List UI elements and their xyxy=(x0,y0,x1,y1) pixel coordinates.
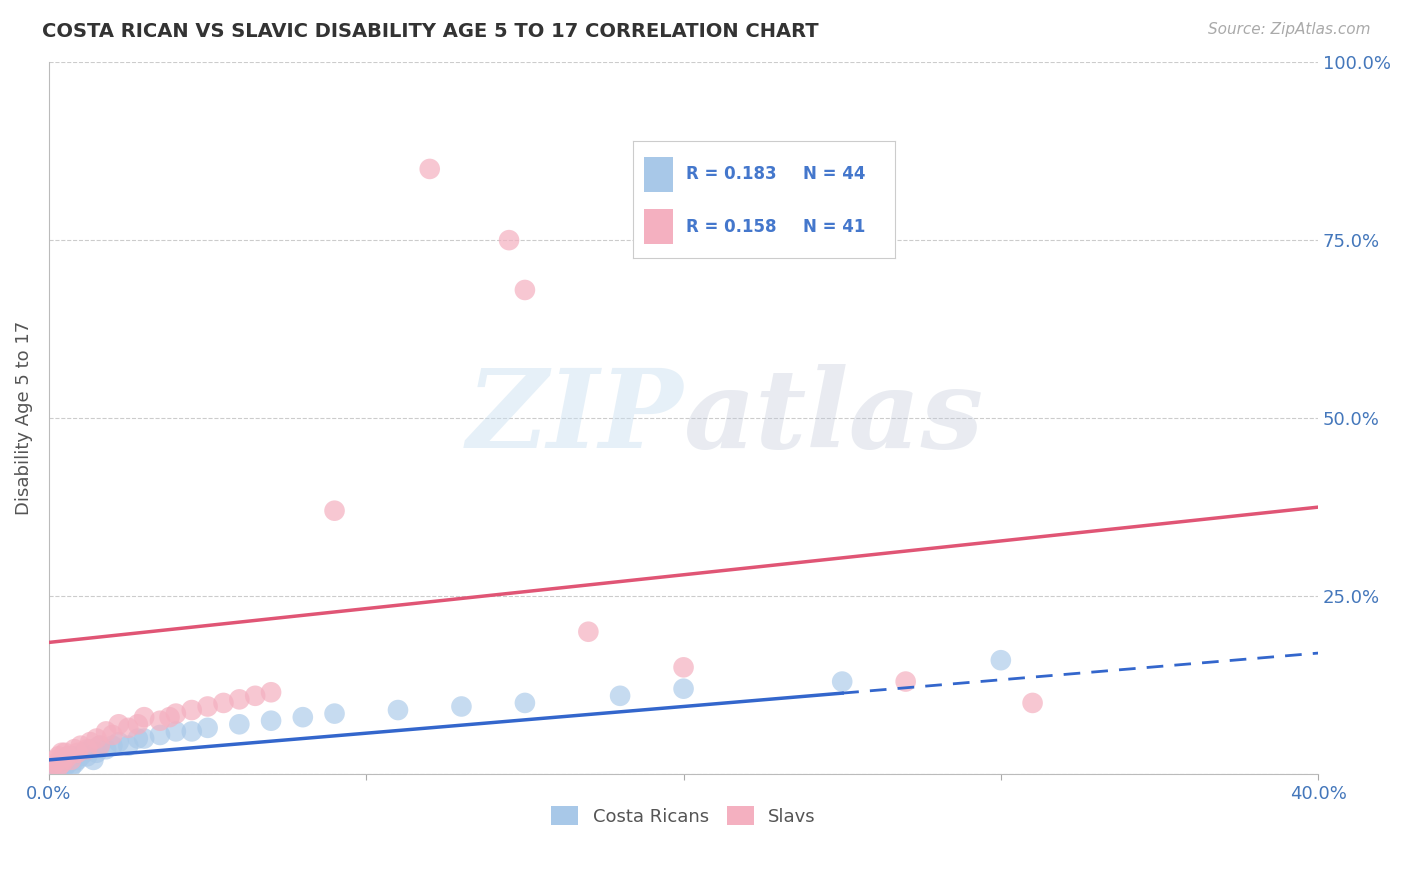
Point xyxy=(323,706,346,721)
Point xyxy=(53,753,76,767)
Point xyxy=(127,717,149,731)
Point xyxy=(149,728,172,742)
Point xyxy=(51,760,73,774)
Point xyxy=(69,739,91,753)
Y-axis label: Disability Age 5 to 17: Disability Age 5 to 17 xyxy=(15,321,32,516)
Point xyxy=(419,161,441,176)
Point xyxy=(41,760,63,774)
Point xyxy=(41,764,63,778)
Point xyxy=(260,685,283,699)
Point xyxy=(66,746,89,760)
Point xyxy=(101,739,124,753)
Point xyxy=(69,749,91,764)
Point xyxy=(51,756,73,771)
Point xyxy=(197,699,219,714)
Point xyxy=(51,753,73,767)
FancyBboxPatch shape xyxy=(644,209,672,244)
Point xyxy=(117,739,139,753)
Point xyxy=(44,760,66,774)
Point xyxy=(101,728,124,742)
Text: N = 41: N = 41 xyxy=(803,218,866,235)
Point xyxy=(134,710,156,724)
Point xyxy=(76,749,98,764)
Point xyxy=(260,714,283,728)
Point xyxy=(94,742,117,756)
Point xyxy=(48,756,70,771)
Point xyxy=(48,749,70,764)
Text: ZIP: ZIP xyxy=(467,365,683,472)
Text: R = 0.158: R = 0.158 xyxy=(686,218,776,235)
Point xyxy=(60,760,83,774)
Point xyxy=(576,624,599,639)
Point xyxy=(60,753,83,767)
Text: Source: ZipAtlas.com: Source: ZipAtlas.com xyxy=(1208,22,1371,37)
Point xyxy=(60,753,83,767)
Point xyxy=(107,717,129,731)
Point xyxy=(56,756,79,771)
Point xyxy=(56,749,79,764)
Point xyxy=(149,714,172,728)
Point xyxy=(228,717,250,731)
Point xyxy=(63,742,86,756)
Point xyxy=(44,753,66,767)
Point xyxy=(1021,696,1043,710)
Point xyxy=(82,753,104,767)
Point xyxy=(89,739,111,753)
Point xyxy=(291,710,314,724)
Point xyxy=(44,756,66,771)
Point xyxy=(245,689,267,703)
Point xyxy=(212,696,235,710)
Point xyxy=(180,724,202,739)
Point xyxy=(323,504,346,518)
Point xyxy=(513,283,536,297)
Point xyxy=(197,721,219,735)
Point xyxy=(672,681,695,696)
Point xyxy=(513,696,536,710)
Point xyxy=(89,739,111,753)
Point xyxy=(94,724,117,739)
Point xyxy=(127,731,149,746)
Point xyxy=(73,746,96,760)
Point xyxy=(894,674,917,689)
Point xyxy=(56,749,79,764)
Point xyxy=(831,674,853,689)
Point xyxy=(609,689,631,703)
Point xyxy=(86,731,108,746)
Point xyxy=(48,764,70,778)
Point xyxy=(134,731,156,746)
Point xyxy=(387,703,409,717)
Point xyxy=(159,710,181,724)
Point xyxy=(63,756,86,771)
Point xyxy=(180,703,202,717)
Point xyxy=(79,742,101,756)
Point xyxy=(53,760,76,774)
Point xyxy=(117,721,139,735)
Point xyxy=(107,735,129,749)
Text: atlas: atlas xyxy=(683,365,984,472)
Point xyxy=(498,233,520,247)
Text: N = 44: N = 44 xyxy=(803,165,866,183)
Point xyxy=(66,753,89,767)
Point xyxy=(79,735,101,749)
Point xyxy=(44,764,66,778)
FancyBboxPatch shape xyxy=(644,157,672,192)
Point xyxy=(53,746,76,760)
Point xyxy=(165,724,187,739)
Legend: Costa Ricans, Slavs: Costa Ricans, Slavs xyxy=(551,806,815,826)
Text: R = 0.183: R = 0.183 xyxy=(686,165,776,183)
Point xyxy=(86,746,108,760)
Point xyxy=(48,760,70,774)
Point xyxy=(63,749,86,764)
Point xyxy=(672,660,695,674)
Point xyxy=(990,653,1012,667)
Point xyxy=(51,746,73,760)
Point xyxy=(450,699,472,714)
Point xyxy=(53,753,76,767)
Text: COSTA RICAN VS SLAVIC DISABILITY AGE 5 TO 17 CORRELATION CHART: COSTA RICAN VS SLAVIC DISABILITY AGE 5 T… xyxy=(42,22,818,41)
Point xyxy=(76,742,98,756)
Point xyxy=(165,706,187,721)
Point xyxy=(228,692,250,706)
